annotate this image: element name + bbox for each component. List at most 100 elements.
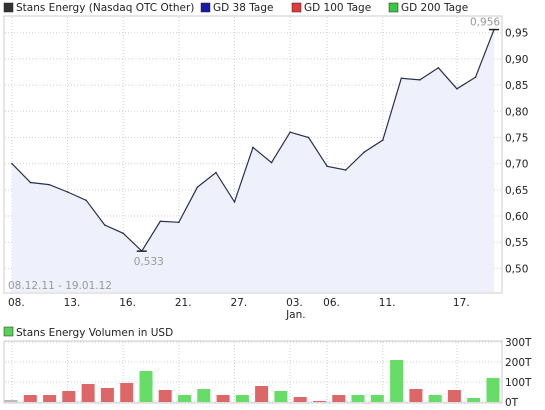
volume-bar xyxy=(62,391,76,402)
price-point xyxy=(233,201,236,203)
price-annotations: 0,956 0,533 xyxy=(134,17,501,269)
price-point xyxy=(419,79,421,81)
price-x-tick-label: 27. xyxy=(230,297,247,309)
annotation-label-min: 0,533 xyxy=(134,256,164,268)
price-y-tick-label: 0,85 xyxy=(505,80,528,92)
price-point xyxy=(215,171,217,174)
price-point xyxy=(11,162,13,165)
price-line xyxy=(11,28,495,253)
legend-label-stock: Stans Energy (Nasdaq OTC Other) xyxy=(16,2,194,14)
price-point xyxy=(122,232,125,235)
price-y-tick-label: 0,65 xyxy=(505,185,528,197)
legend-label-gd200: GD 200 Tage xyxy=(401,2,468,14)
price-y-tick-label: 0,80 xyxy=(505,106,528,118)
volume-bar xyxy=(43,395,57,402)
price-x-tick-label: 13. xyxy=(64,297,81,309)
price-point xyxy=(48,183,50,186)
volume-bar xyxy=(370,395,384,402)
legend-item-gd100: GD 100 Tage xyxy=(291,2,371,14)
volume-bar xyxy=(486,378,500,402)
price-x-tick-sublabel: Jan. xyxy=(285,309,306,321)
volume-bars xyxy=(4,360,500,402)
price-point xyxy=(307,136,310,139)
volume-bar xyxy=(332,395,346,402)
volume-y-tick-label: 0T xyxy=(505,397,519,409)
price-x-tick-label: 16. xyxy=(119,297,136,309)
volume-bar xyxy=(467,398,481,402)
price-point xyxy=(178,221,180,224)
price-point xyxy=(289,131,291,134)
volume-bar xyxy=(409,389,423,402)
legend-label-gd38: GD 38 Tage xyxy=(213,2,274,14)
price-point xyxy=(456,87,458,90)
legend-item-gd200: GD 200 Tage xyxy=(388,2,468,14)
annotation-label-max: 0,956 xyxy=(470,17,500,29)
price-x-tick-label: 08. xyxy=(8,297,25,309)
price-point xyxy=(474,76,477,79)
price-legend: Stans Energy (Nasdaq OTC Other) GD 38 Ta… xyxy=(3,2,468,14)
price-y-tick-label: 0,55 xyxy=(505,237,528,249)
volume-bar xyxy=(235,395,249,402)
volume-bar xyxy=(428,395,442,402)
price-y-tick-label: 0,75 xyxy=(505,132,528,144)
volume-bar xyxy=(274,391,288,402)
volume-plot-area xyxy=(3,340,503,404)
volume-y-axis: 300T 200T 100T 0T xyxy=(505,337,532,409)
volume-bar xyxy=(390,360,404,402)
price-point xyxy=(270,161,273,164)
price-y-tick-label: 0,50 xyxy=(505,263,528,275)
price-x-tick-label: 17. xyxy=(453,297,470,309)
price-y-tick-label: 0,90 xyxy=(505,54,528,66)
volume-bar xyxy=(120,383,134,402)
volume-y-tick-label: 300T xyxy=(505,337,532,349)
price-x-tick-label: 11. xyxy=(379,297,396,309)
volume-bar xyxy=(447,390,461,402)
volume-bar xyxy=(4,400,18,402)
volume-bar xyxy=(100,388,114,402)
price-point xyxy=(344,169,347,171)
volume-bar xyxy=(216,395,230,402)
legend-label-gd100: GD 100 Tage xyxy=(304,2,371,14)
volume-bar xyxy=(81,384,95,402)
price-x-tick-label: 03. xyxy=(286,297,303,309)
price-x-axis: 08. 13. 16. 21. 27. 03. 06. 11. 17. Jan. xyxy=(8,297,470,321)
volume-bar xyxy=(255,386,269,402)
volume-grid xyxy=(5,341,501,403)
price-point xyxy=(103,224,106,226)
price-y-axis: 0,50 0,55 0,60 0,65 0,70 0,75 0,80 0,85 0,90 0,95 xyxy=(505,28,528,276)
volume-bar xyxy=(23,395,37,402)
legend-item-stock: Stans Energy (Nasdaq OTC Other) xyxy=(3,2,194,14)
price-y-tick-label: 0,95 xyxy=(505,28,528,40)
price-point xyxy=(437,67,440,69)
price-grid xyxy=(5,17,501,292)
price-point xyxy=(363,151,366,153)
volume-y-tick-label: 100T xyxy=(505,377,532,389)
price-y-tick-label: 0,60 xyxy=(505,211,528,223)
price-y-tick-label: 0,70 xyxy=(505,159,528,171)
price-point xyxy=(400,77,403,80)
price-point xyxy=(381,139,384,141)
price-x-tick-label: 21. xyxy=(175,297,192,309)
volume-bar xyxy=(178,395,191,402)
price-point xyxy=(159,220,162,223)
date-range-label: 08.12.11 - 19.01.12 xyxy=(8,280,112,292)
price-area xyxy=(12,29,494,292)
volume-bar xyxy=(351,395,365,402)
volume-bar xyxy=(158,390,172,402)
volume-legend: Stans Energy Volumen in USD xyxy=(3,326,173,339)
price-point xyxy=(66,191,69,193)
price-area-fill xyxy=(12,29,494,292)
volume-title: Stans Energy Volumen in USD xyxy=(16,327,173,339)
price-x-tick-label: 06. xyxy=(323,297,340,309)
price-point xyxy=(252,146,254,149)
volume-bar xyxy=(139,371,153,402)
price-point xyxy=(85,199,87,202)
volume-bar xyxy=(293,397,307,402)
volume-bar xyxy=(313,401,326,402)
price-point xyxy=(326,165,328,168)
price-point xyxy=(196,186,199,189)
volume-bar xyxy=(197,389,211,402)
price-point xyxy=(29,181,32,184)
volume-y-tick-label: 200T xyxy=(505,357,532,369)
